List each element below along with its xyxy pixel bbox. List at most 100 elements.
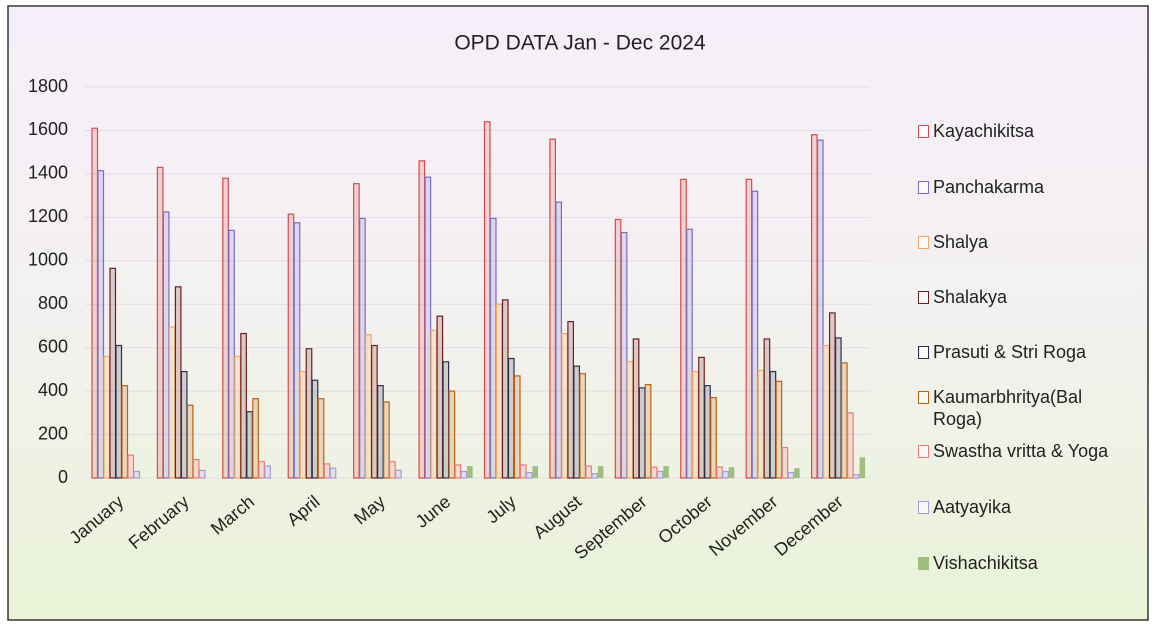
bar: [305, 348, 313, 479]
legend-swatch: [918, 557, 929, 570]
bar: [561, 332, 569, 479]
legend-item: Shalakya: [918, 286, 1143, 308]
bar: [323, 463, 331, 479]
bar: [816, 139, 824, 479]
legend-label: Vishachikitsa: [933, 553, 1038, 573]
legend-swatch: [918, 445, 929, 458]
bar: [794, 468, 800, 478]
bar: [614, 218, 622, 479]
bar: [663, 466, 669, 478]
bar: [638, 387, 646, 479]
bar: [495, 303, 503, 479]
bar: [716, 466, 723, 479]
y-tick-label: 1800: [28, 76, 68, 96]
bar: [365, 334, 372, 479]
bar: [585, 465, 593, 479]
bar: [430, 329, 438, 479]
bar: [460, 470, 468, 479]
legend-item: Shalya: [918, 231, 1143, 253]
bar: [597, 466, 604, 478]
bar: [162, 211, 170, 479]
bar: [852, 474, 860, 479]
bar: [115, 344, 123, 479]
y-tick-label: 1600: [28, 119, 68, 139]
y-tick-label: 1000: [28, 250, 68, 270]
y-tick-label: 600: [38, 336, 68, 356]
bar: [810, 134, 818, 479]
bar: [252, 398, 259, 479]
bar: [156, 166, 164, 479]
legend-item: Kayachikitsa: [918, 120, 1143, 142]
bar: [97, 170, 105, 479]
bar: [680, 178, 687, 479]
bar: [418, 160, 426, 479]
bar: [448, 390, 456, 479]
bar: [519, 464, 527, 479]
bar: [632, 338, 640, 479]
bar: [377, 385, 384, 479]
bar: [567, 321, 575, 479]
bar: [109, 267, 117, 479]
y-tick-label: 1200: [28, 206, 68, 226]
legend-swatch: [918, 125, 929, 138]
bar: [822, 344, 830, 479]
bar: [222, 177, 229, 479]
bar: [698, 356, 705, 479]
bar: [258, 461, 265, 479]
legend-swatch: [918, 181, 929, 194]
legend-label: Kaumarbhritya(Bal Roga): [933, 387, 1083, 429]
bar: [710, 397, 717, 479]
bar: [293, 222, 301, 479]
bar: [532, 466, 538, 478]
bar: [549, 138, 557, 479]
legend-swatch: [918, 291, 929, 304]
bar: [745, 178, 753, 479]
bar: [686, 228, 693, 479]
chart-background: [7, 5, 1149, 621]
legend-swatch: [918, 236, 929, 249]
chart-title: OPD DATA Jan - Dec 2024: [454, 32, 706, 55]
bar: [757, 369, 765, 479]
y-tick-label: 400: [38, 380, 68, 400]
legend-swatch: [918, 346, 929, 359]
bar: [467, 466, 473, 478]
bar: [103, 355, 111, 479]
legend-swatch: [918, 391, 929, 404]
bar: [840, 362, 848, 479]
bar: [626, 361, 634, 479]
legend-item: Aatyayika: [918, 496, 1143, 518]
bar: [769, 370, 777, 479]
bar: [371, 344, 378, 479]
bar: [353, 183, 360, 479]
bar: [180, 370, 188, 479]
bar: [317, 398, 325, 479]
bar: [483, 121, 491, 479]
bar: [228, 229, 235, 479]
legend-swatch: [918, 501, 929, 514]
bar: [383, 401, 390, 479]
legend-label: Shalya: [933, 232, 989, 252]
bar: [501, 299, 509, 479]
bar: [121, 385, 129, 479]
bar: [299, 370, 307, 479]
bar: [246, 411, 253, 479]
legend-label: Kayachikitsa: [933, 121, 1035, 141]
bar: [787, 471, 795, 479]
bar: [555, 201, 563, 479]
bar: [828, 312, 836, 479]
bar: [775, 380, 783, 479]
legend-item: Swastha vritta & Yoga: [918, 440, 1143, 462]
bar: [728, 467, 735, 478]
bar: [834, 337, 842, 479]
bar: [442, 361, 450, 479]
bar: [133, 470, 141, 479]
bar: [186, 404, 194, 479]
bar: [859, 457, 866, 478]
y-tick-label: 1400: [28, 163, 68, 183]
bar: [91, 127, 99, 479]
bar: [751, 190, 759, 479]
bar: [591, 473, 599, 479]
bar: [781, 446, 789, 479]
